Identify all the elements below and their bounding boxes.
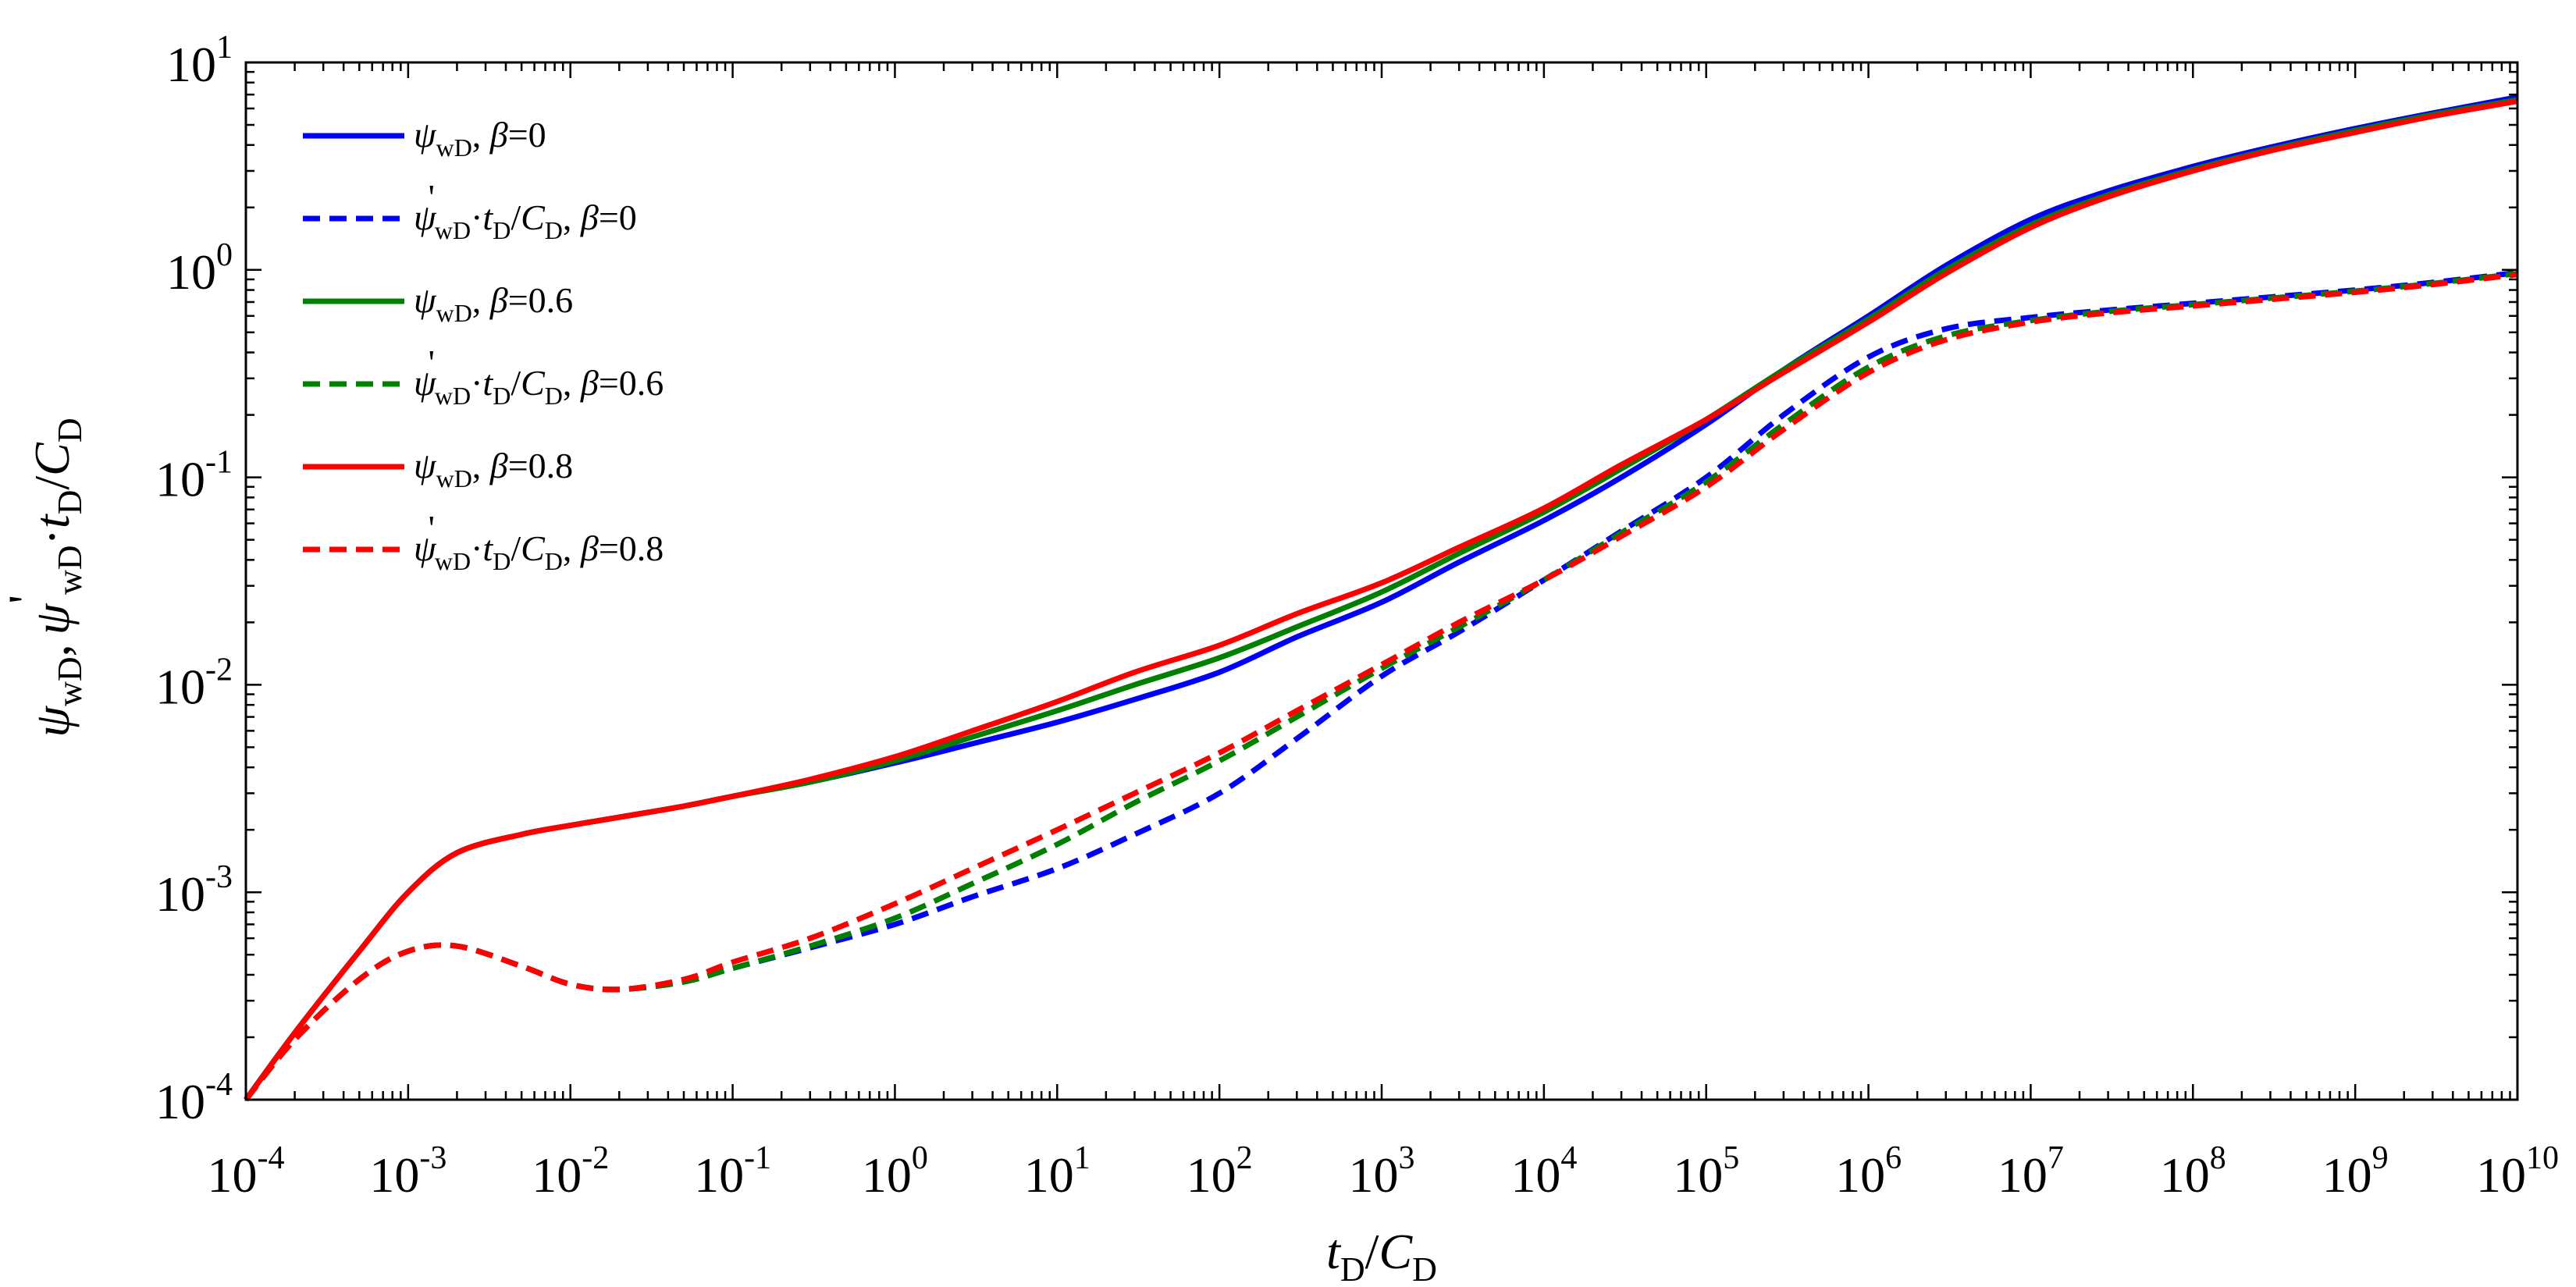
y-axis-label: ψwD,ψ'wD·tD/CD (0, 418, 89, 737)
legend-label: ψ'wD·tD/CD, β=0.6 (414, 343, 664, 410)
y-tick-label: 10-3 (155, 859, 233, 922)
axis-ticks (244, 61, 2519, 1101)
legend-item-psi_b08: ψwD, β=0.8 (303, 446, 573, 492)
x-tick-label: 100 (862, 1140, 928, 1203)
legend-label: ψ'wD·tD/CD, β=0.8 (414, 508, 664, 575)
x-tick-label: 109 (2322, 1140, 2389, 1203)
legend-item-psi_b06: ψwD, β=0.6 (303, 280, 573, 327)
x-tick-label: 104 (1510, 1140, 1577, 1203)
x-tick-label: 10-2 (532, 1140, 609, 1203)
y-tick-labels: 10-4 10-3 10-2 10-1 100 101 (155, 30, 233, 1129)
x-tick-label: 1010 (2476, 1140, 2559, 1203)
y-tick-label: 10-4 (155, 1067, 233, 1129)
x-tick-label: 102 (1187, 1140, 1253, 1203)
legend-item-dpsi_b0: ψ'wD·tD/CD, β=0 (303, 177, 637, 244)
y-tick-label: 100 (166, 237, 233, 300)
series-line-psi_b08 (244, 98, 2518, 1102)
x-tick-label: 10-1 (694, 1140, 771, 1203)
series-line-dpsi_b08 (244, 272, 2518, 1102)
x-tick-label: 108 (2160, 1140, 2226, 1203)
y-tick-label: 101 (166, 30, 233, 92)
series-line-psi_b0 (244, 94, 2518, 1102)
legend-label: ψwD, β=0.8 (414, 446, 573, 492)
x-tick-label: 103 (1349, 1140, 1415, 1203)
legend-label: ψwD, β=0.6 (414, 280, 573, 327)
y-tick-label: 10-2 (155, 652, 233, 714)
x-tick-label: 10-3 (369, 1140, 447, 1203)
legend-item-psi_b0: ψwD, β=0 (303, 115, 546, 162)
x-tick-label: 10-4 (208, 1140, 285, 1203)
x-axis-label: tD/CD (1326, 1224, 1437, 1287)
legend-item-dpsi_b06: ψ'wD·tD/CD, β=0.6 (303, 343, 664, 410)
x-tick-label: 105 (1673, 1140, 1739, 1203)
legend: ψwD, β=0 ψ'wD·tD/CD, β=0 ψwD, β=0.6 ψ'wD·tD… (303, 115, 664, 575)
x-tick-labels: 10-4 10-3 10-2 10-1 100 101 102 103 104 105 106 107… (208, 1140, 2560, 1203)
y-tick-label: 10-1 (155, 445, 233, 507)
x-tick-label: 107 (1998, 1140, 2064, 1203)
plot-curves (244, 94, 2518, 1102)
legend-label: ψwD, β=0 (414, 115, 546, 162)
legend-label: ψ'wD·tD/CD, β=0 (414, 177, 637, 244)
legend-item-dpsi_b08: ψ'wD·tD/CD, β=0.8 (303, 508, 664, 575)
x-tick-label: 101 (1024, 1140, 1091, 1203)
x-tick-label: 106 (1835, 1140, 1902, 1203)
